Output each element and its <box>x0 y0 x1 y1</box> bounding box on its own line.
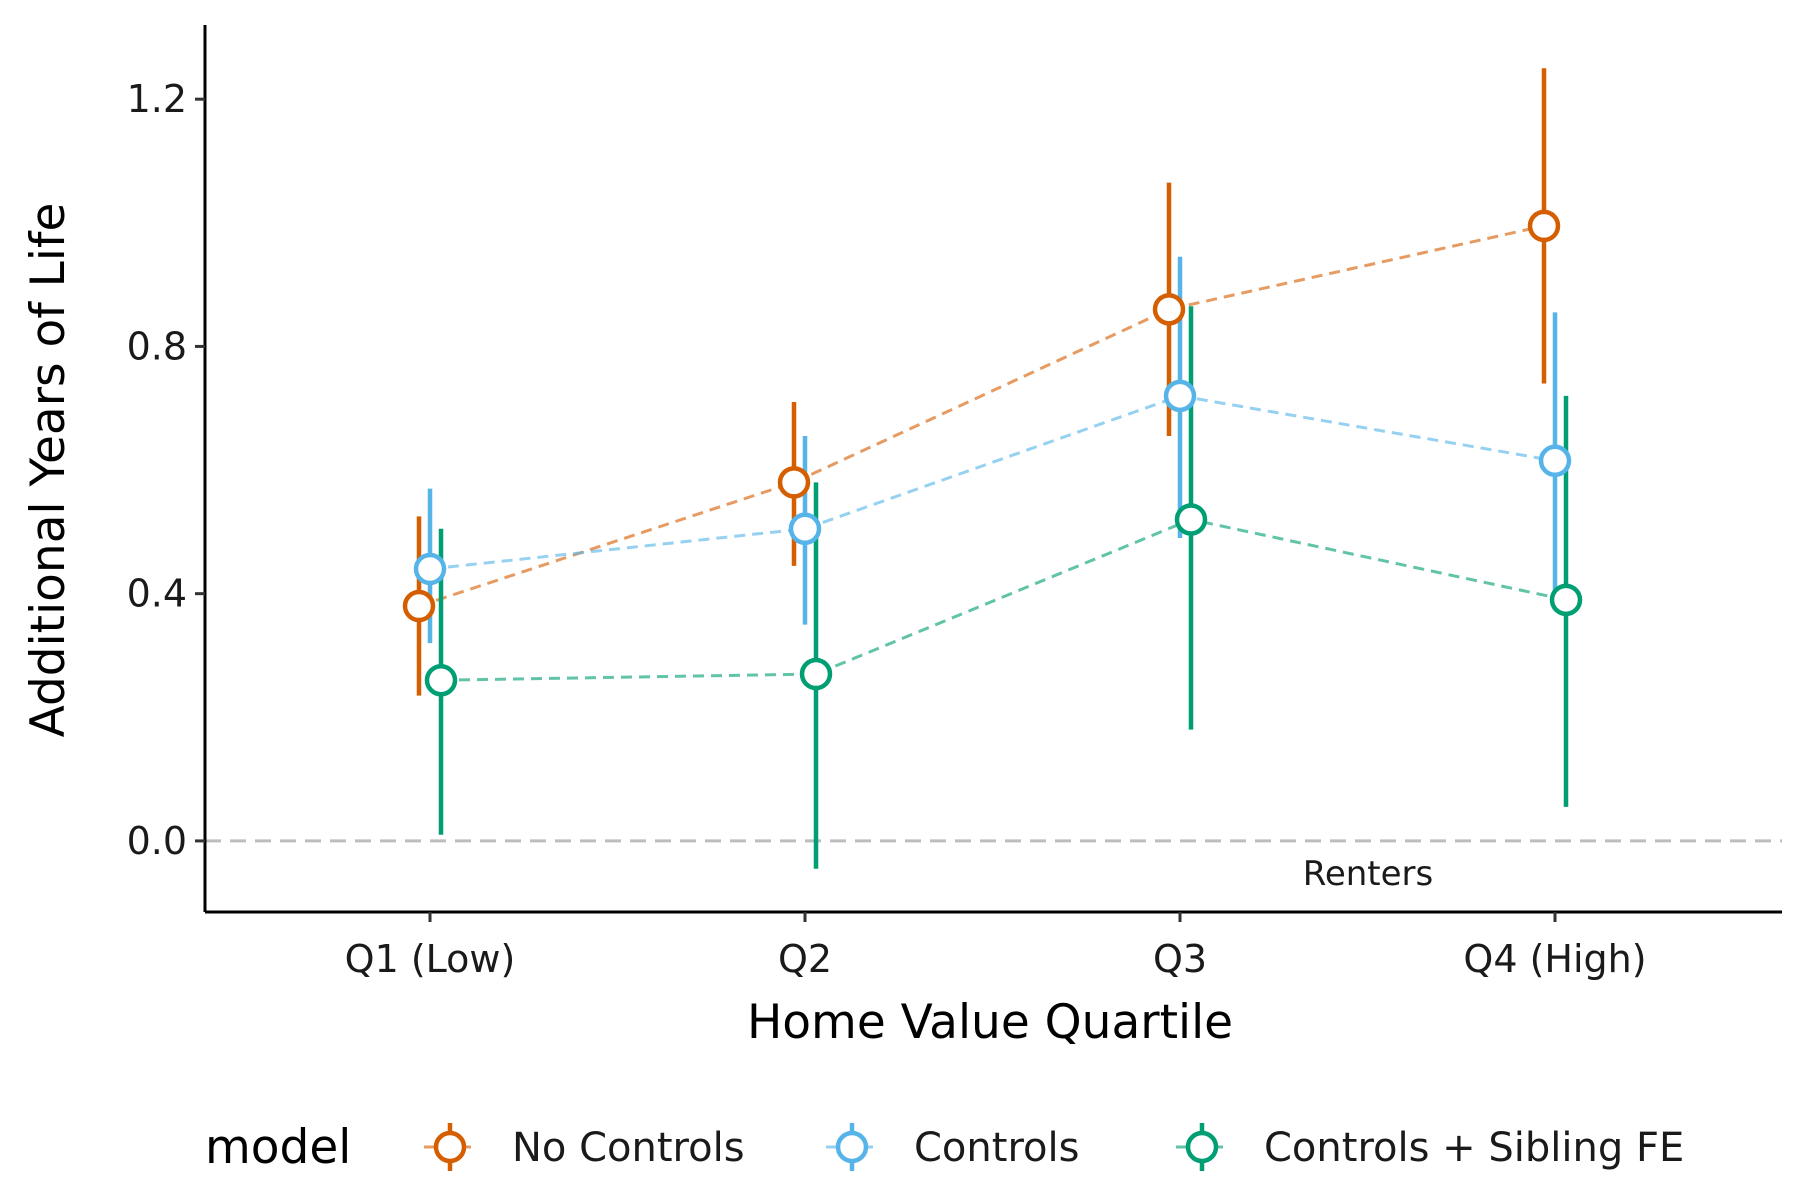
x-tick-label-2: Q3 <box>1153 937 1207 981</box>
legend-key-point-1 <box>835 1130 869 1164</box>
data-point-2-3 <box>1549 583 1583 617</box>
series-line-0 <box>418 224 1545 608</box>
data-point-2-1 <box>799 657 833 691</box>
plot-area <box>205 68 1782 869</box>
y-tick-label-3: 1.2 <box>127 77 187 121</box>
data-point-0-3 <box>1527 209 1561 243</box>
y-tick-label-2: 0.8 <box>127 324 187 368</box>
renters-annotation: Renters <box>1303 854 1434 894</box>
legend-title: model <box>205 1120 351 1175</box>
y-axis-title: Additional Years of Life <box>21 203 76 738</box>
series-line-1 <box>429 394 1556 571</box>
legend-label-2: Controls + Sibling FE <box>1264 1125 1684 1171</box>
data-point-1-0 <box>413 552 447 586</box>
data-point-2-2 <box>1174 503 1208 536</box>
legend: model No Controls Controls Controls + Sibl… <box>205 1120 1684 1175</box>
legend-key-point-2 <box>1185 1130 1219 1164</box>
legend-key-point-0 <box>433 1130 467 1164</box>
x-tick-label-0: Q1 (Low) <box>345 937 516 981</box>
data-point-1-3 <box>1538 444 1572 478</box>
data-point-0-0 <box>402 589 436 623</box>
y-tick-label-1: 0.4 <box>127 572 187 616</box>
data-point-0-1 <box>777 466 811 499</box>
y-tick-label-0: 0.0 <box>127 819 187 863</box>
legend-label-1: Controls <box>914 1125 1079 1171</box>
legend-label-0: No Controls <box>512 1125 745 1171</box>
data-point-0-2 <box>1152 293 1186 326</box>
data-point-1-1 <box>788 512 822 546</box>
x-tick-label-3: Q4 (High) <box>1463 937 1646 981</box>
x-tick-label-1: Q2 <box>778 937 832 981</box>
axes: 0.0 0.4 0.8 1.2 Q1 (Low) Q2 Q3 Q4 (High) <box>127 25 1782 981</box>
series-line-2 <box>440 517 1567 682</box>
x-axis-title: Home Value Quartile <box>747 995 1233 1050</box>
data-point-1-2 <box>1163 379 1197 413</box>
data-point-2-0 <box>424 663 458 697</box>
